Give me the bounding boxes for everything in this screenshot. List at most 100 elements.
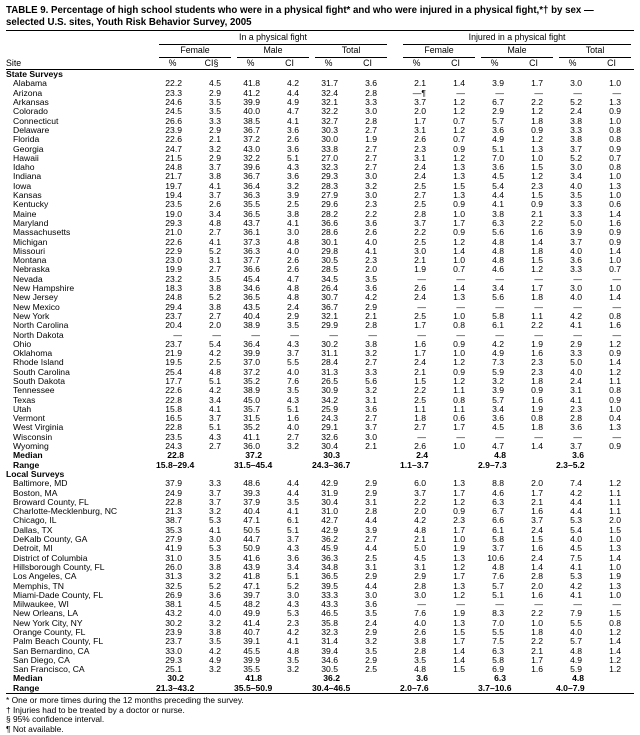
value-cell: 3.3 [570,264,583,275]
value-cell: 26.9 [165,589,182,600]
value-cell: 4.5 [570,543,583,554]
value-cell: 1.4 [609,292,622,303]
value-cell: 23.7 [165,338,182,349]
value-cell: 6.1 [492,320,505,331]
value-cell: 0.9 [609,394,622,405]
value-cell: 3.1 [414,152,427,163]
table-row: Arizona 23.3 2.9 41.2 4.4 32.4 2.8 —¶ — — — — — [6,87,634,98]
value-cell: 4.0 [570,292,583,303]
table-row: Iowa 19.7 4.1 36.4 3.2 28.3 3.2 2.5 1.5 5.4 2.3 4.0… [6,180,634,191]
table-row: San Bernardino, CA 33.0 4.2 45.5 4.8 39.4 3.5 2… [6,646,634,656]
value-cell: 3.5 [209,273,221,284]
value-cell: 3.6 [416,673,429,684]
value-cell: 3.5 [209,552,221,563]
value-cell: 1.7 [453,571,466,582]
value-cell: 24.8 [165,292,182,303]
section-label: State Surveys [6,69,63,80]
table-row: Boston, MA 24.9 3.7 39.3 4.4 31.9 2.9 3.7 1.7 4.6… [6,487,634,498]
ci-header: CI [351,58,391,71]
site-cell: West Virginia [13,422,64,433]
value-cell: 2.2 [414,385,427,396]
value-cell: — [534,431,544,442]
column-gap [390,238,400,247]
value-cell: 1.6 [287,413,299,424]
value-cell: 1.9 [453,608,466,619]
value-cell: 5.6 [365,375,378,386]
value-cell: 1.7 [414,115,427,126]
value-cell: 2.6 [209,199,221,210]
value-cell: 1.1 [609,487,622,498]
value-cell: 2.1 [531,496,544,507]
value-cell: 3.2 [287,664,299,675]
value-cell: 1.4 [531,561,544,572]
table-row: District of Columbia 31.0 3.5 41.6 3.6 36.3 2.… [6,552,634,563]
table-row: Kentucky 23.5 2.6 35.5 2.5 29.6 2.3 2.5 0.9 4.1 0.… [6,199,634,210]
value-cell: 0.7 [453,264,466,275]
value-cell: 3.7 [414,97,427,108]
value-cell: 22.6 [165,385,182,396]
value-cell: 3.3 [365,97,378,108]
value-cell: 5.3 [209,515,221,526]
value-cell: 3.6 [492,162,505,173]
value-cell: 2.7 [365,143,378,154]
value-cell: 0.9 [609,227,622,238]
value-cell: 5.1 [287,403,299,414]
value-cell: 3.2 [365,180,378,191]
value-cell: 32.1 [321,310,338,321]
value-cell: 1.2 [453,97,466,108]
value-cell: 0.9 [531,124,544,135]
value-cell: 36.1 [243,227,260,238]
value-cell: 2.0 [609,515,622,526]
value-cell: 30.1 [321,236,338,247]
value-cell: 5.5 [570,617,583,628]
value-cell: — [417,301,427,312]
table-row: South Carolina 25.4 4.8 37.2 4.0 31.3 3.3 2.1 0.… [6,367,634,377]
value-cell: 1.7 [453,422,466,433]
value-cell: 2.2 [531,97,544,108]
value-cell: 2.0–7.6 [400,682,429,693]
value-cell: 23.3 [165,87,182,98]
value-cell: 3.6 [209,589,221,600]
value-cell: 24.6 [165,97,182,108]
column-gap [390,265,400,274]
value-cell: 1.2 [609,627,622,637]
value-cell: 22.8 [165,496,182,507]
value-cell: 4.1 [570,561,583,572]
column-gap [390,414,400,423]
value-cell: 3.9 [365,524,378,535]
column-gap [390,145,400,154]
value-cell: 27.0 [321,152,338,163]
value-cell: 1.2 [531,264,544,275]
value-cell: 3.4 [492,283,505,294]
value-cell: — [534,87,544,98]
value-cell: 4.2 [209,348,221,359]
site-cell: New Jersey [13,292,58,303]
site-cell: Alabama [13,78,47,89]
value-cell: 6.3 [492,496,505,507]
site-cell: Oklahoma [13,348,53,359]
value-cell: 0.9 [453,338,466,349]
value-cell: 3.4 [209,208,221,219]
value-cell: 23.9 [165,627,182,637]
value-cell: 1.2 [453,152,466,163]
site-cell: Orange County, FL [13,627,86,637]
value-cell: 2.8 [531,571,544,582]
column-gap [390,79,400,88]
value-cell: 22.6 [165,236,182,247]
value-cell: 0.9 [609,441,622,452]
column-gap [390,331,400,340]
value-cell: 50.9 [243,543,260,554]
value-cell: 32.2 [243,152,260,163]
value-cell: 5.8 [492,534,505,545]
value-cell: 22.6 [165,134,182,145]
site-cell: North Carolina [13,320,69,331]
value-cell: 3.6 [287,143,299,154]
value-cell: 2.1 [531,208,544,219]
value-cell: 4.7 [492,441,505,452]
table-row: North Dakota — — — — — — — — — — — — [6,330,634,340]
value-cell: 4.0 [365,236,378,247]
value-cell: — [573,301,583,312]
value-cell: 2.4 [531,524,544,535]
value-cell: 2.8 [365,115,378,126]
value-cell: 2.5 [414,199,427,210]
